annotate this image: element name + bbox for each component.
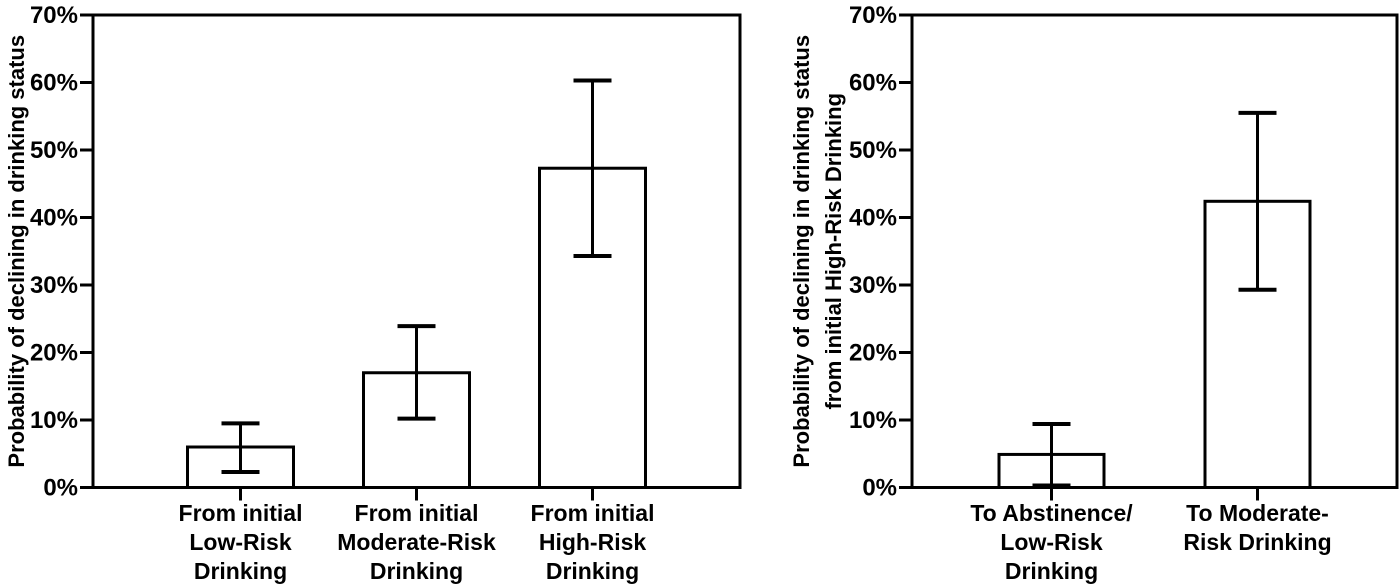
- figure-panel-left: 0% 10% 20% 30% 40% 50% 60% 70% From initial Low-R…: [4, 2, 742, 584]
- x-category-label: Moderate-Risk: [337, 529, 496, 555]
- x-category-label: From initial: [531, 500, 655, 526]
- y-tick-label: 30%: [30, 272, 78, 299]
- x-category-label: Drinking: [194, 558, 287, 584]
- x-category-label: Drinking: [1005, 558, 1098, 584]
- y-axis-label: from initial High-Risk Drinking: [821, 93, 846, 410]
- x-category-label: Drinking: [546, 558, 639, 584]
- x-category-label: Low-Risk: [1000, 529, 1102, 555]
- figure-panel-right: 0% 10% 20% 30% 40% 50% 60% 70% To Abstinence/Low…: [750, 0, 1400, 588]
- y-tick-label: 40%: [849, 205, 897, 232]
- y-tick-label: 60%: [849, 70, 897, 97]
- x-category-label: Risk Drinking: [1183, 529, 1331, 555]
- y-axis-label: Probability of declining in drinking sta…: [4, 35, 29, 468]
- x-category-label: To Moderate-: [1186, 500, 1329, 526]
- x-category-label: From initial: [355, 500, 479, 526]
- x-category-label: High-Risk: [539, 529, 647, 555]
- y-axis-label: Probability of declining in drinking sta…: [789, 35, 814, 468]
- y-tick-label: 0%: [862, 475, 897, 502]
- x-category-label: Drinking: [370, 558, 463, 584]
- y-tick-label: 20%: [849, 340, 897, 367]
- y-tick-label: 50%: [30, 137, 78, 164]
- right-bar-chart: 0% 10% 20% 30% 40% 50% 60% 70% To Abstinence/Low…: [789, 2, 1399, 584]
- y-tick-label: 50%: [849, 137, 897, 164]
- left-bar-chart: 0% 10% 20% 30% 40% 50% 60% 70% From initial Low-R…: [4, 2, 742, 584]
- plot-border: [910, 13, 1399, 489]
- y-tick-label: 0%: [43, 475, 78, 502]
- y-tick-label: 60%: [30, 70, 78, 97]
- x-category-label: To Abstinence/: [970, 500, 1133, 526]
- x-category-label: Low-Risk: [189, 529, 291, 555]
- y-tick-label: 70%: [849, 2, 897, 29]
- y-tick-label: 10%: [849, 407, 897, 434]
- y-tick-label: 40%: [30, 205, 78, 232]
- x-category-label: From initial: [179, 500, 303, 526]
- y-tick-label: 20%: [30, 340, 78, 367]
- y-tick-label: 10%: [30, 407, 78, 434]
- y-tick-label: 30%: [849, 272, 897, 299]
- y-tick-label: 70%: [30, 2, 78, 29]
